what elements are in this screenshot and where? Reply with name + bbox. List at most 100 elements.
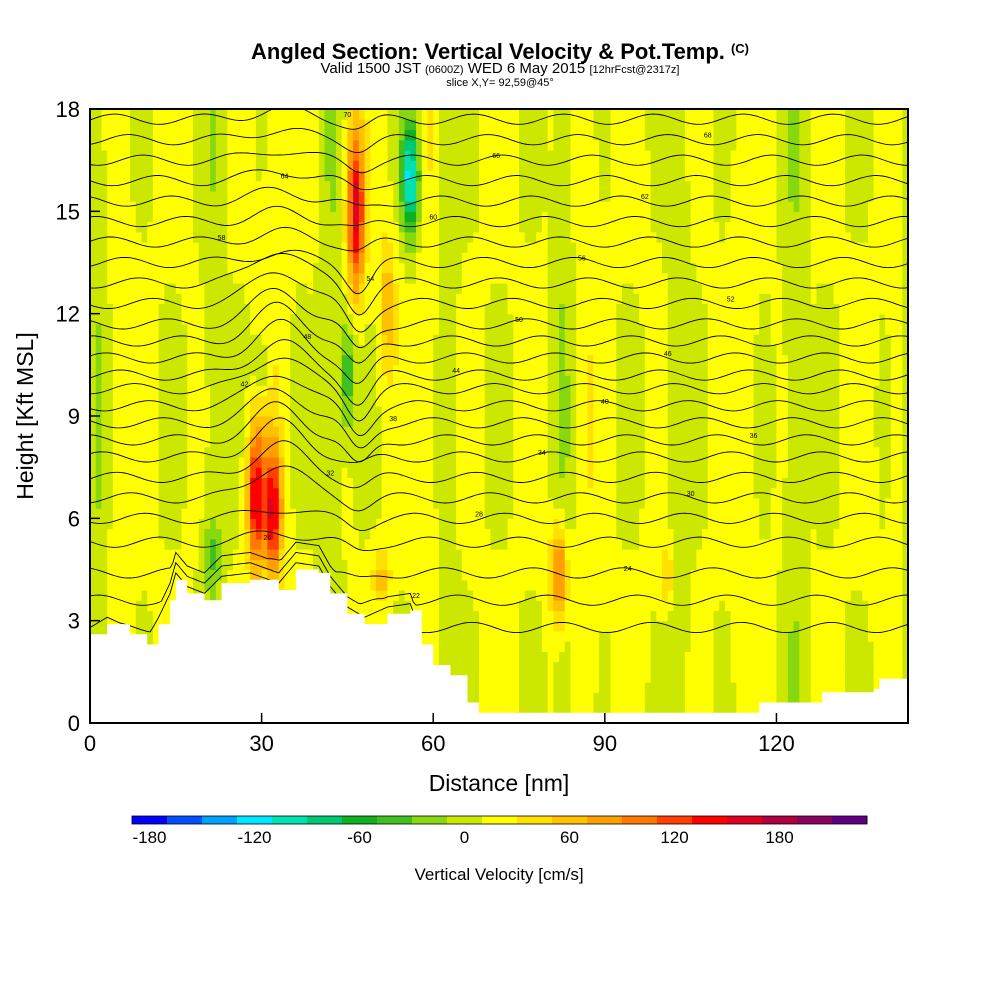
field-cell [124, 190, 131, 202]
field-cell [490, 119, 497, 131]
field-cell [118, 160, 125, 171]
field-cell [95, 180, 103, 192]
field-cell [547, 661, 554, 673]
field-cell [90, 139, 97, 151]
field-cell [313, 180, 320, 192]
field-cell [175, 149, 183, 161]
field-cell [370, 313, 377, 325]
field-cell [181, 508, 188, 519]
field-cell [198, 405, 206, 417]
field-cell [278, 170, 286, 182]
field-cell [221, 405, 228, 417]
field-cell [519, 436, 526, 448]
field-cell [490, 508, 497, 519]
field-cell [461, 180, 469, 192]
field-cell [387, 149, 394, 161]
field-cell [404, 201, 411, 212]
field-cell [358, 518, 366, 530]
field-cell [290, 416, 297, 427]
field-cell [507, 129, 514, 141]
field-cell [427, 354, 434, 366]
field-cell [559, 170, 566, 182]
field-cell [198, 252, 206, 264]
field-cell [564, 651, 572, 663]
field-cell [158, 221, 165, 233]
field-cell [478, 610, 486, 622]
field-cell [536, 651, 543, 663]
field-cell [204, 272, 211, 284]
field-cell [198, 487, 206, 499]
field-cell [233, 231, 240, 243]
field-cell [398, 446, 406, 458]
field-cell [358, 549, 366, 560]
field-cell [215, 518, 223, 530]
field-cell [244, 559, 251, 571]
field-cell [261, 395, 268, 407]
field-cell [398, 364, 406, 376]
field-cell [376, 477, 383, 489]
field-cell [496, 190, 503, 202]
field-cell [147, 272, 154, 284]
field-cell [101, 354, 108, 366]
field-cell [536, 139, 543, 151]
chart-title: Angled Section: Vertical Velocity & Pot.… [0, 36, 1000, 65]
field-cell [478, 109, 486, 120]
field-cell [404, 467, 411, 478]
field-cell [370, 323, 377, 335]
field-cell [267, 160, 274, 171]
field-cell [210, 426, 217, 438]
field-cell [135, 242, 143, 253]
field-cell [507, 477, 514, 489]
field-cell [393, 497, 400, 509]
field-cell [456, 579, 463, 591]
field-cell [358, 272, 366, 284]
field-cell [433, 139, 440, 151]
field-cell [524, 446, 532, 458]
field-cell [255, 416, 263, 427]
field-cell [347, 600, 354, 612]
field-cell [467, 160, 474, 171]
field-cell [267, 446, 274, 458]
field-cell [398, 149, 406, 161]
field-cell [198, 272, 206, 284]
field-cell [381, 211, 389, 223]
field-cell [427, 395, 434, 407]
field-cell [478, 589, 486, 601]
field-cell [507, 702, 514, 714]
field-cell [416, 262, 423, 274]
field-cell [107, 211, 114, 223]
field-cell [467, 344, 474, 356]
field-cell [358, 334, 366, 345]
field-cell [438, 600, 446, 612]
field-cell [118, 303, 125, 315]
field-cell [393, 303, 400, 315]
field-cell [181, 262, 188, 274]
field-cell [559, 119, 566, 131]
field-cell [404, 109, 411, 120]
field-cell [267, 436, 274, 448]
field-cell [238, 221, 246, 233]
field-cell [147, 221, 154, 233]
field-cell [427, 160, 434, 171]
field-cell [295, 508, 303, 519]
field-cell [118, 416, 125, 427]
field-cell [192, 477, 200, 489]
field-cell [541, 303, 549, 315]
field-cell [170, 282, 177, 294]
field-cell [473, 569, 480, 581]
field-cell [559, 549, 566, 560]
field-cell [215, 323, 223, 335]
field-cell [101, 538, 108, 550]
field-cell [553, 201, 560, 212]
field-cell [204, 119, 211, 131]
field-cell [456, 364, 463, 376]
field-cell [536, 323, 543, 335]
field-cell [295, 262, 303, 274]
field-cell [267, 303, 274, 315]
field-cell [553, 119, 560, 131]
field-cell [238, 323, 246, 335]
field-cell [170, 334, 177, 345]
field-cell [95, 569, 103, 581]
field-cell [438, 538, 446, 550]
field-cell [181, 354, 188, 366]
